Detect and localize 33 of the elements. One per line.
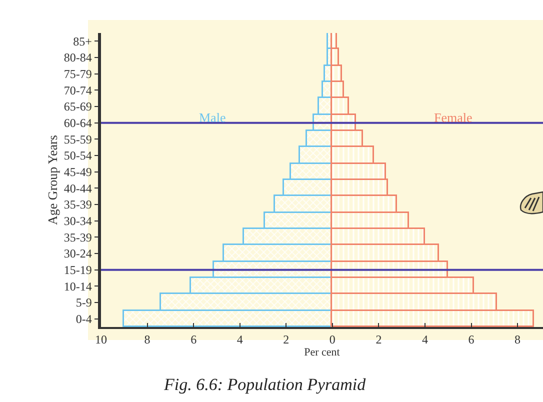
y-tick-label: 50-54 (64, 148, 92, 163)
x-tick-label: 0 (329, 332, 336, 346)
y-tick-label: 80-84 (64, 50, 92, 65)
y-tick-label: 40-44 (64, 181, 92, 196)
y-tick-label: 35-39 (64, 230, 92, 244)
x-axis-title: Per cent (304, 346, 340, 358)
x-tick-label: 2 (283, 332, 290, 346)
x-tick-label: 8 (514, 332, 521, 346)
y-tick-label: 55-59 (64, 132, 92, 146)
x-tick-label: 2 (376, 332, 382, 346)
x-tick-label: 8 (144, 332, 150, 346)
y-tick-label: 70-74 (64, 83, 92, 98)
text: Female (434, 110, 472, 125)
y-tick-label: 75-79 (64, 67, 92, 82)
y-tick-label: 30-24 (64, 246, 92, 261)
y-tick-label: 10-14 (64, 279, 92, 294)
y-tick-label: 30-34 (64, 214, 92, 228)
x-tick-label: 6 (190, 332, 197, 346)
y-tick-label: 0-4 (76, 312, 92, 326)
text: Fig. 6.6: Population Pyramid (163, 375, 366, 394)
y-tick-label: 65-69 (64, 100, 92, 114)
y-tick-label: 5-9 (76, 296, 92, 310)
x-tick-label: 4 (422, 332, 428, 346)
y-axis-title: Age Group Years (44, 135, 60, 225)
x-tick-label: 6 (468, 332, 474, 346)
text: Male (199, 110, 226, 125)
y-tick-label: 85+ (73, 34, 92, 48)
y-tick-label: 45-49 (64, 165, 92, 180)
x-tick-label: 10 (95, 332, 107, 346)
x-tick-label: 4 (236, 332, 243, 346)
y-tick-label: 15-19 (64, 263, 92, 278)
y-tick-label: 60-64 (64, 116, 92, 130)
y-tick-label: 35-39 (64, 198, 92, 212)
